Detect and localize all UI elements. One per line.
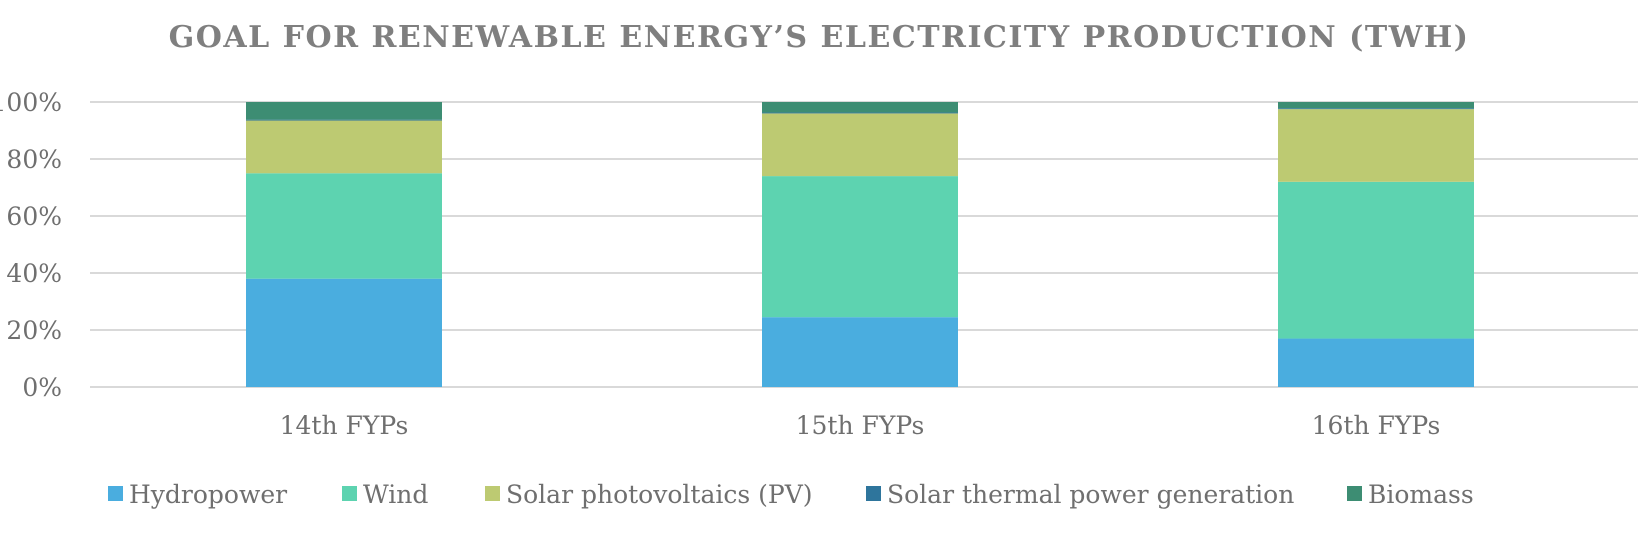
- bar-segment-solar-thermal-power-generation-3: [1278, 108, 1474, 110]
- y-tick-label: 40%: [6, 259, 62, 288]
- bar-segment-wind-2: [762, 176, 958, 318]
- bar-segment-solar-thermal-power-generation-2: [762, 112, 958, 114]
- y-tick-label: 80%: [6, 145, 62, 174]
- chart-title: GOAL FOR RENEWABLE ENERGY’S ELECTRICITY …: [169, 20, 1470, 55]
- y-tick-label: 0%: [22, 373, 62, 402]
- legend-swatch: [1347, 486, 1362, 501]
- legend-label: Biomass: [1368, 480, 1474, 509]
- bars: [246, 102, 1474, 387]
- bar-segment-biomass-2: [762, 102, 958, 113]
- bar-segment-wind-3: [1278, 181, 1474, 339]
- bar-segment-solar-photovoltaics-pv-1: [246, 120, 442, 174]
- legend-swatch: [485, 486, 500, 501]
- legend-swatch: [342, 486, 357, 501]
- bar-segment-wind-1: [246, 173, 442, 279]
- y-tick-label: 60%: [6, 202, 62, 231]
- x-category-label: 15th FYPs: [796, 411, 925, 440]
- bar-segment-hydropower-2: [762, 317, 958, 387]
- x-category-label: 16th FYPs: [1312, 411, 1441, 440]
- legend-label: Hydropower: [129, 480, 287, 509]
- bar-segment-hydropower-1: [246, 278, 442, 387]
- bar-segment-hydropower-3: [1278, 338, 1474, 387]
- y-tick-label: 20%: [6, 316, 62, 345]
- bar-segment-solar-photovoltaics-pv-3: [1278, 109, 1474, 182]
- legend-label: Solar thermal power generation: [887, 480, 1294, 509]
- y-tick-label: 100%: [0, 88, 62, 117]
- bar-segment-solar-thermal-power-generation-1: [246, 119, 442, 121]
- legend-label: Solar photovoltaics (PV): [506, 480, 813, 509]
- bar-segment-solar-photovoltaics-pv-2: [762, 113, 958, 177]
- y-axis-ticks: 0% 20% 40% 60% 80% 100%: [0, 88, 62, 402]
- legend-label: Wind: [363, 480, 428, 509]
- bar-segment-biomass-3: [1278, 102, 1474, 109]
- legend: Hydropower Wind Solar photovoltaics (PV) So…: [108, 480, 1474, 509]
- x-category-label: 14th FYPs: [280, 411, 409, 440]
- legend-swatch: [866, 486, 881, 501]
- bar-segment-biomass-1: [246, 102, 442, 120]
- legend-swatch: [108, 486, 123, 501]
- x-axis-categories: 14th FYPs 15th FYPs 16th FYPs: [280, 411, 1441, 440]
